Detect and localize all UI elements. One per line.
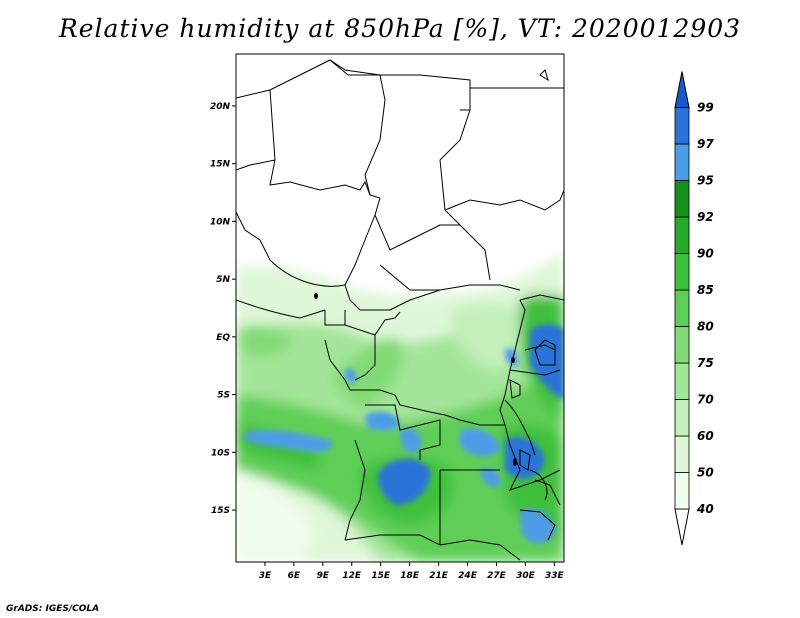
- colorbar-label: 92: [697, 210, 714, 224]
- lon-tick-label: 24E: [458, 571, 478, 581]
- lat-tick-label: 5N: [216, 275, 230, 285]
- colorbar-below-triangle: [674, 508, 690, 546]
- colorbar-label: 99: [697, 101, 714, 115]
- colorbar-segment-0: [674, 472, 690, 510]
- lon-tick-label: 12E: [342, 571, 362, 581]
- lon-tick-label: 27E: [487, 571, 507, 581]
- colorbar-segment-3: [674, 362, 690, 400]
- colorbar-segment-4: [674, 326, 690, 364]
- colorbar-above-triangle: [674, 71, 690, 108]
- lon-tick-label: 18E: [400, 571, 420, 581]
- lon-tick-label: 21E: [429, 571, 449, 581]
- colorbar-segment-1: [674, 435, 690, 473]
- lat-tick-label: 10S: [211, 448, 230, 458]
- colorbar-segment-6: [674, 253, 690, 291]
- lon-tick-label: 6E: [288, 571, 301, 581]
- colorbar-segment-2: [674, 399, 690, 437]
- colorbar-segment-10: [674, 107, 690, 145]
- longitude-axis: 3E 6E 9E 12E 15E 18E 21E 24E 27E 30E 33E: [259, 562, 565, 581]
- colorbar-label: 60: [697, 429, 714, 443]
- colorbar-label: 80: [697, 320, 714, 334]
- colorbar-label: 75: [697, 356, 714, 370]
- colorbar-label: 50: [697, 466, 714, 480]
- lon-tick-label: 15E: [371, 571, 391, 581]
- colorbar-label: 40: [696, 502, 714, 516]
- plot-frame: [235, 53, 565, 563]
- colorbar-label: 97: [697, 137, 714, 151]
- lat-tick-label: 10N: [210, 217, 231, 227]
- colorbar: 40 50 60 70 75 80 85 90 92 95 97 99: [674, 71, 714, 546]
- lon-tick-label: 30E: [516, 571, 536, 581]
- country-borders: [236, 59, 564, 561]
- colorbar-label: 90: [697, 247, 714, 261]
- colorbar-segment-8: [674, 180, 690, 218]
- lon-tick-label: 9E: [317, 571, 330, 581]
- colorbar-label: 85: [697, 283, 714, 297]
- map-title: Relative humidity at 850hPa [%], VT: 202…: [58, 14, 742, 43]
- lat-tick-label: 5S: [217, 391, 230, 401]
- lat-tick-label: EQ: [216, 333, 230, 343]
- latitude-axis: 20N 15N 10N 5N EQ 5S 10S 15S: [210, 102, 236, 516]
- colorbar-segment-7: [674, 216, 690, 254]
- colorbar-label: 70: [697, 393, 714, 407]
- colorbar-segment-5: [674, 289, 690, 327]
- lon-tick-label: 33E: [545, 571, 565, 581]
- lat-tick-label: 15N: [210, 160, 231, 170]
- humidity-field: [236, 54, 564, 562]
- colorbar-segment-9: [674, 143, 690, 181]
- lat-tick-label: 15S: [211, 506, 230, 516]
- colorbar-label: 95: [697, 174, 714, 188]
- lat-tick-label: 20N: [210, 102, 231, 112]
- lakes-islands: [314, 293, 517, 466]
- lon-tick-label: 3E: [259, 571, 272, 581]
- grads-credit: GrADS: IGES/COLA: [6, 604, 100, 614]
